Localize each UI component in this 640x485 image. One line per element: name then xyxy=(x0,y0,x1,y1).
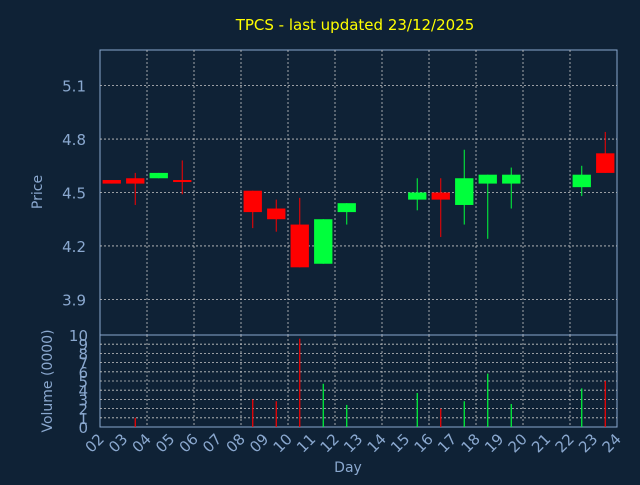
x-tick-label: 06 xyxy=(176,430,202,456)
candle-body-18 xyxy=(478,174,497,184)
candle-body-10 xyxy=(290,224,309,268)
x-tick-label: 09 xyxy=(246,430,272,456)
volume-tick-label: 8 xyxy=(78,345,88,363)
candle-body-03 xyxy=(126,178,145,184)
candle-body-23 xyxy=(596,153,615,173)
candle-body-09 xyxy=(267,208,286,220)
x-tick-label: 13 xyxy=(340,430,366,456)
x-tick-label: 10 xyxy=(270,430,296,456)
x-tick-label: 07 xyxy=(199,430,225,456)
x-tick-labels: 0203040506070809101112131415161718192021… xyxy=(82,430,625,456)
volume-tick-label: 7 xyxy=(78,355,88,373)
x-tick-label: 21 xyxy=(528,430,554,456)
x-tick-label: 04 xyxy=(129,430,155,456)
volume-tick-label: 5 xyxy=(78,373,88,391)
volume-tick-label: 2 xyxy=(78,401,88,419)
price-tick-label: 3.9 xyxy=(62,291,86,309)
x-tick-label: 11 xyxy=(293,430,319,456)
x-tick-label: 23 xyxy=(575,430,601,456)
candle-body-16 xyxy=(431,192,450,200)
candle-body-11 xyxy=(314,219,333,264)
volume-tick-label: 6 xyxy=(78,364,88,382)
x-tick-label: 12 xyxy=(317,430,343,456)
volume-tick-label: 10 xyxy=(69,327,88,345)
x-tick-label: 15 xyxy=(387,430,413,456)
candle-body-12 xyxy=(337,203,356,213)
candle-body-02 xyxy=(102,180,121,184)
volume-tick-label: 9 xyxy=(78,336,88,354)
volume-tick-label: 0 xyxy=(78,419,88,437)
price-tick-label: 4.2 xyxy=(62,238,86,256)
x-tick-label: 20 xyxy=(505,430,531,456)
candle-body-05 xyxy=(173,180,192,183)
candle-body-15 xyxy=(408,192,427,200)
x-tick-label: 16 xyxy=(411,430,437,456)
candle-body-04 xyxy=(149,172,168,179)
x-tick-label: 05 xyxy=(152,430,178,456)
candle-body-22 xyxy=(572,174,591,188)
x-axis-label: Day xyxy=(334,460,362,476)
x-tick-label: 14 xyxy=(364,430,390,456)
x-tick-label: 03 xyxy=(105,430,131,456)
volume-tick-label: 4 xyxy=(78,382,88,400)
x-tick-label: 08 xyxy=(223,430,249,456)
volume-tick-label: 3 xyxy=(78,391,88,409)
x-tick-label: 24 xyxy=(599,430,625,456)
price-panel: 5.1 4.8 4.5 4.2 3.9 xyxy=(62,49,618,336)
candle-body-17 xyxy=(455,178,474,205)
volume-axis-label: Volume (0000) xyxy=(40,329,56,432)
candle-body-19 xyxy=(502,174,521,184)
x-tick-label: 18 xyxy=(458,430,484,456)
x-tick-label: 19 xyxy=(481,430,507,456)
price-tick-label: 5.1 xyxy=(62,78,86,96)
price-tick-label: 4.5 xyxy=(62,185,86,203)
volume-tick-label: 1 xyxy=(78,410,88,428)
price-tick-label: 4.8 xyxy=(62,131,86,149)
x-tick-label: 17 xyxy=(434,430,460,456)
price-axis-label: Price xyxy=(30,175,46,209)
candle-body-08 xyxy=(243,190,262,213)
chart-title: TPCS - last updated 23/12/2025 xyxy=(235,16,475,34)
x-tick-label: 22 xyxy=(552,430,578,456)
